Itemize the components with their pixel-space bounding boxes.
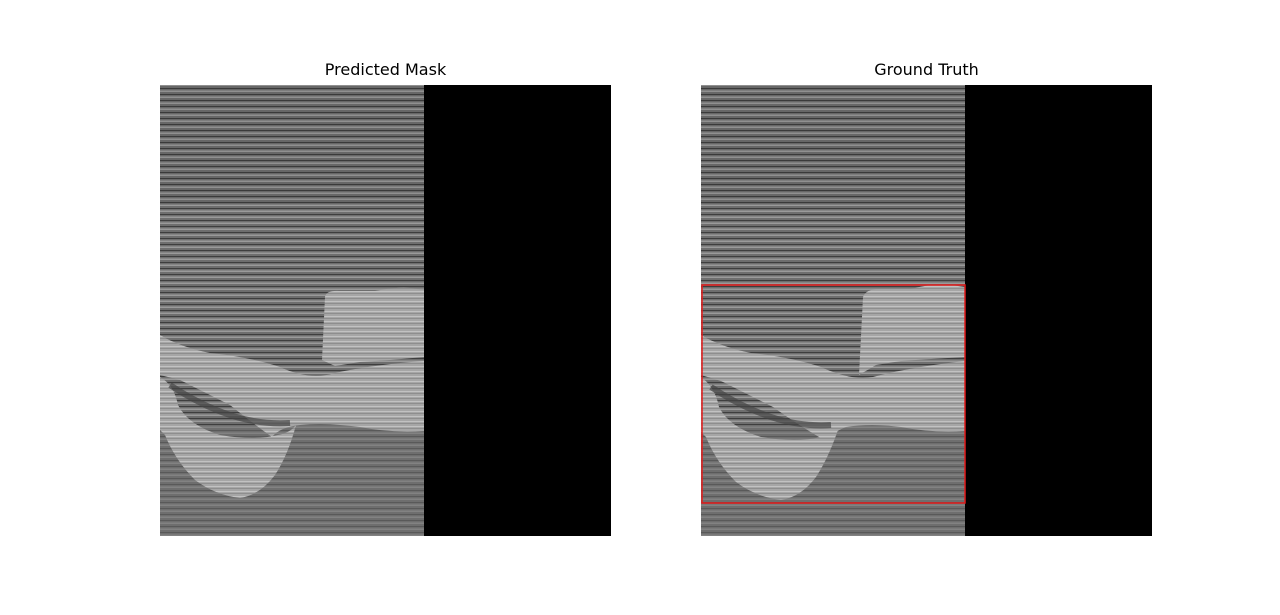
ground-truth-image: [701, 85, 1152, 536]
mask-region-band: [160, 335, 424, 437]
bounding-box: [701, 284, 966, 504]
mask-region-lower: [160, 377, 296, 498]
mask-region-band: [701, 335, 965, 441]
padding-region: [965, 85, 1152, 536]
panel-title-predicted-mask: Predicted Mask: [324, 60, 447, 79]
mask-region-lower: [701, 377, 839, 500]
mask-region-upper: [322, 287, 424, 366]
padding-region: [424, 85, 611, 536]
predicted-mask-image: [160, 85, 611, 536]
mask-region-upper: [859, 284, 965, 375]
panel-title-ground-truth: Ground Truth: [874, 60, 979, 79]
